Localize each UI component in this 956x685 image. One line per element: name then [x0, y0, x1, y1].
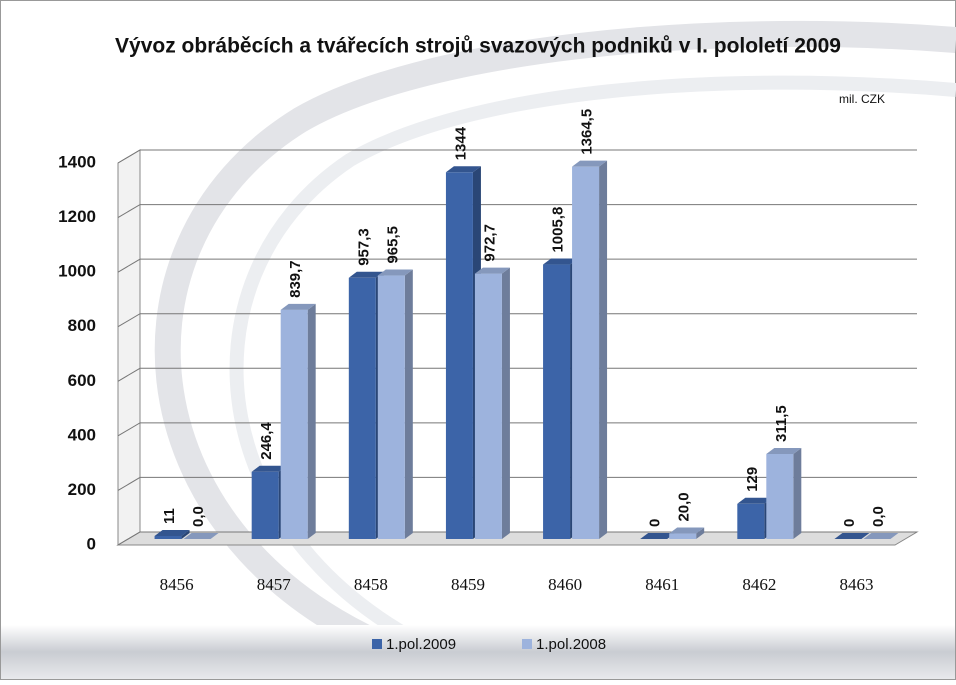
- bar: [445, 172, 473, 539]
- y-tick-label: 800: [68, 316, 96, 335]
- bar-top: [280, 303, 316, 310]
- side-wall: [117, 149, 141, 546]
- bar-top: [834, 533, 870, 539]
- bar-side: [307, 303, 316, 539]
- bar: [251, 471, 279, 539]
- bar: [669, 533, 697, 539]
- bar-top: [251, 465, 287, 472]
- bar-side: [599, 160, 608, 539]
- y-tick-label: 600: [68, 371, 96, 390]
- bar: [737, 503, 765, 539]
- x-tick-label: 8458: [354, 575, 388, 594]
- value-label: 0,0: [870, 506, 887, 527]
- bar-top: [737, 497, 773, 504]
- legend-swatch: [372, 639, 382, 649]
- value-label: 246,4: [258, 422, 275, 460]
- value-label: 11: [161, 508, 178, 524]
- y-tick-label: 200: [68, 480, 96, 499]
- bar-side: [793, 448, 802, 539]
- swoosh: [154, 20, 956, 673]
- y-tick-label: 400: [68, 425, 96, 444]
- y-tick-label: 1000: [58, 262, 96, 281]
- bar-top: [863, 533, 899, 539]
- grid-line: [117, 258, 917, 273]
- bar: [280, 309, 308, 539]
- bar-side: [181, 529, 190, 539]
- grid-line: [117, 422, 917, 437]
- value-label: 20,0: [676, 492, 693, 521]
- bar-top: [445, 166, 481, 173]
- x-tick-label: 8456: [160, 575, 194, 594]
- value-label: 1344: [452, 126, 469, 160]
- grid-line: [117, 476, 917, 491]
- bar-top: [640, 533, 676, 539]
- bar: [377, 275, 405, 539]
- value-label: 1364,5: [579, 109, 596, 155]
- value-label: 0,0: [190, 506, 207, 527]
- y-tick-label: 1400: [58, 152, 96, 171]
- bar: [348, 277, 376, 539]
- bar-side: [404, 269, 413, 539]
- bar-side: [501, 267, 510, 539]
- bar: [572, 166, 600, 539]
- y-tick-label: 1200: [58, 207, 96, 226]
- legend-label: 1.pol.2009: [386, 636, 456, 653]
- bar: [766, 454, 794, 539]
- bar-top: [669, 527, 705, 534]
- bar-top: [377, 269, 413, 276]
- value-label: 0: [647, 519, 664, 527]
- grid-line: [117, 367, 917, 382]
- unit-label: mil. CZK: [839, 92, 885, 106]
- grid-line: [117, 204, 917, 219]
- grid-line: [117, 149, 917, 164]
- bar-top: [183, 533, 219, 539]
- legend-label: 1.pol.2008: [536, 636, 606, 653]
- bar-top: [348, 271, 384, 278]
- x-tick-label: 8463: [839, 575, 873, 594]
- value-label: 839,7: [287, 260, 304, 298]
- x-tick-label: 8462: [742, 575, 776, 594]
- value-label: 972,7: [481, 224, 498, 262]
- y-tick-label: 0: [87, 534, 96, 553]
- value-label: 957,3: [355, 228, 372, 266]
- value-label: 129: [744, 467, 761, 492]
- grid-line: [117, 313, 917, 328]
- x-tick-label: 8461: [645, 575, 679, 594]
- grid-line: [117, 531, 917, 546]
- bar-top: [766, 448, 802, 455]
- bar-side: [696, 527, 705, 539]
- value-label: 311,5: [773, 405, 790, 442]
- legend-swatch: [522, 639, 532, 649]
- chart-title: Vývoz obráběcích a tvářecích strojů svaz…: [115, 35, 841, 58]
- x-tick-label: 8457: [257, 575, 292, 594]
- value-label: 1005,8: [550, 207, 567, 253]
- bar: [474, 273, 502, 539]
- bar: [154, 535, 182, 539]
- bar-top: [572, 160, 608, 167]
- bar-top: [154, 529, 190, 536]
- bar: [543, 264, 571, 539]
- value-label: 965,5: [384, 226, 401, 264]
- bar-top: [474, 267, 510, 274]
- x-tick-label: 8459: [451, 575, 485, 594]
- bar-top: [543, 258, 579, 265]
- footer-band: [1, 625, 955, 679]
- value-label: 0: [841, 519, 858, 527]
- x-tick-label: 8460: [548, 575, 582, 594]
